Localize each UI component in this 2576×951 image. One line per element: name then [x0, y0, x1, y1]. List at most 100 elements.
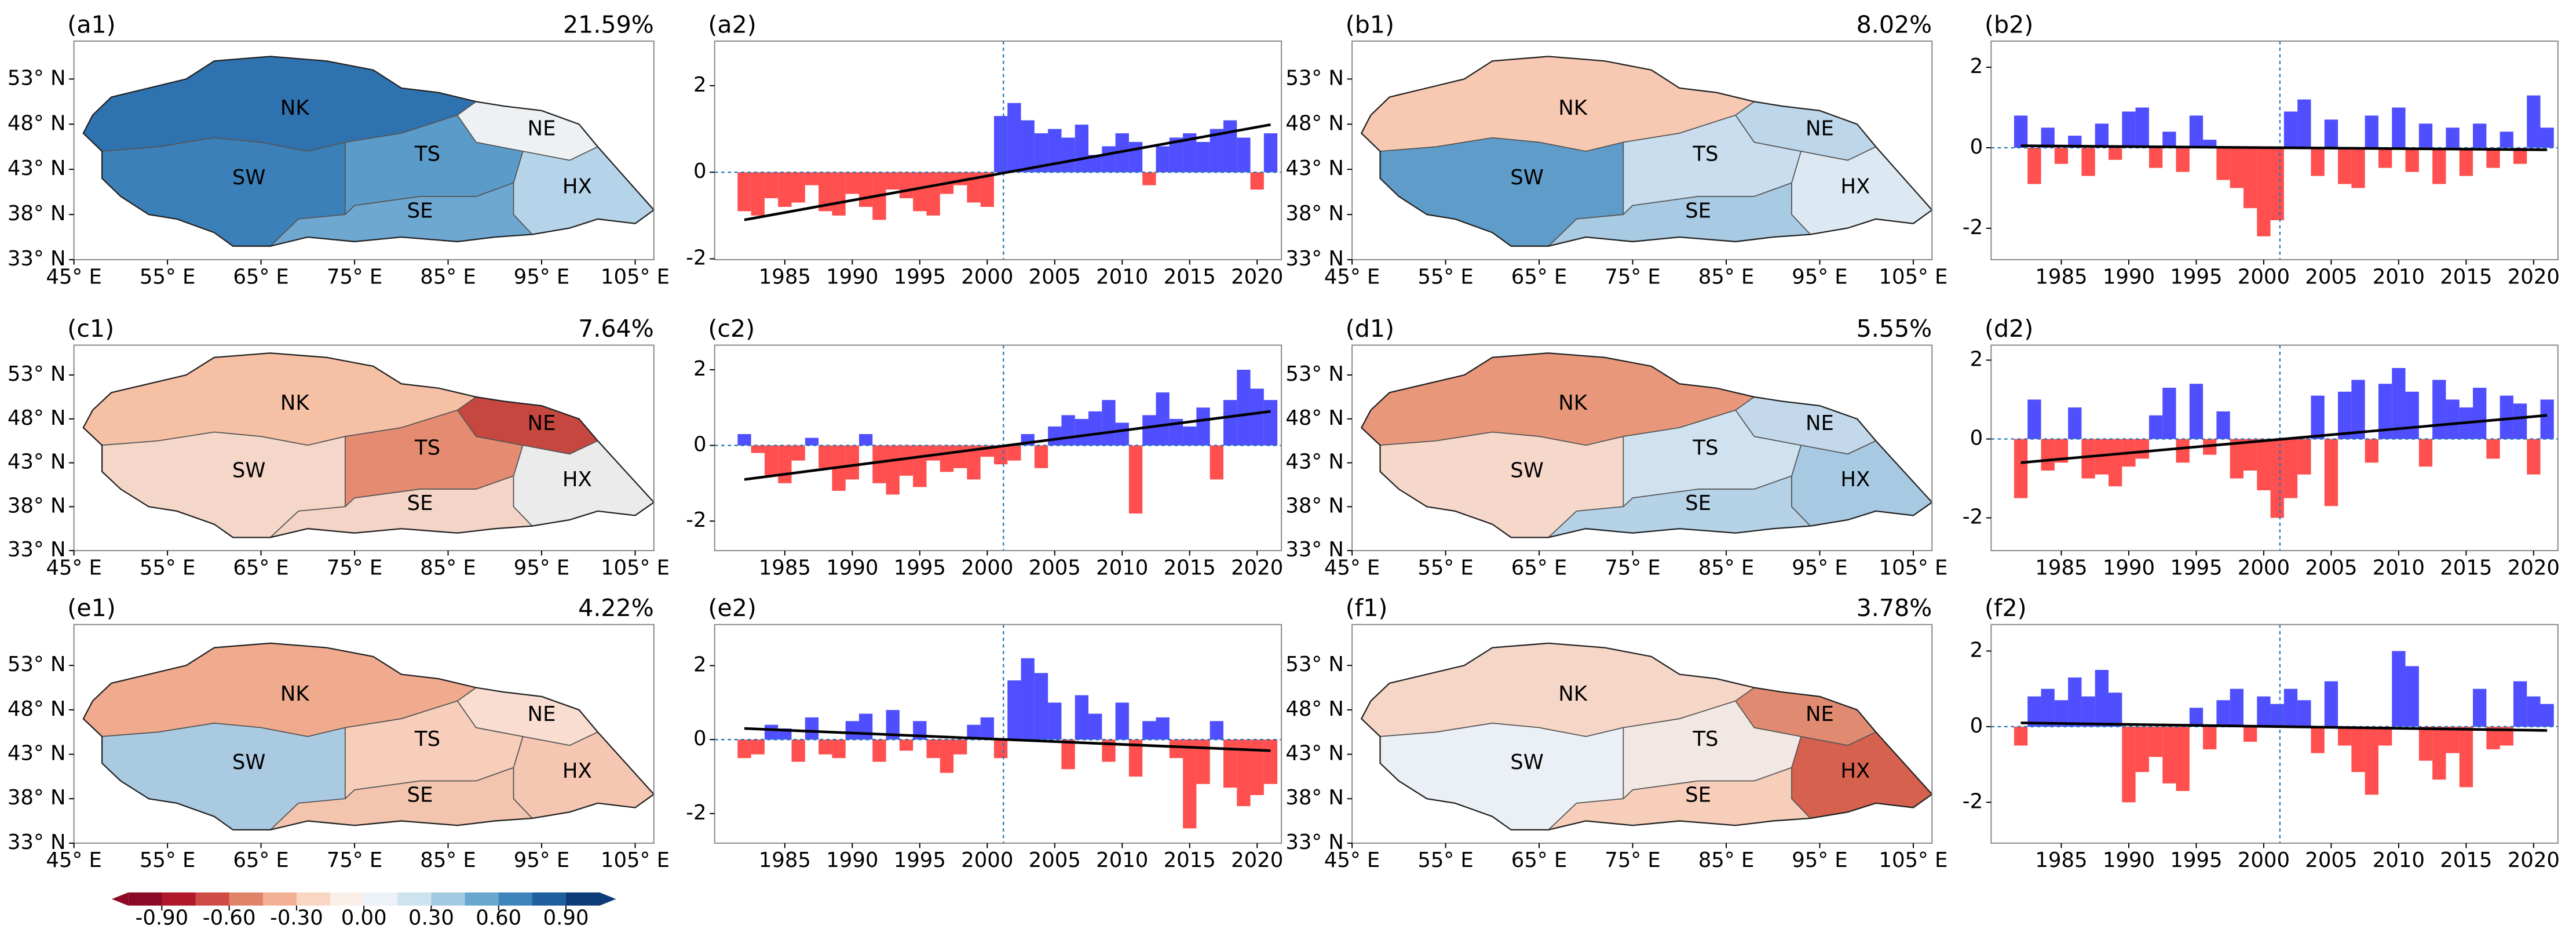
x-tick-label: 65° E [1511, 848, 1567, 872]
x-tick-label: 2000 [2238, 265, 2290, 289]
anomaly-bar [2095, 123, 2109, 148]
x-tick-label: 2015 [2440, 556, 2492, 580]
anomaly-bar [1115, 702, 1129, 740]
anomaly-bar [1183, 739, 1197, 829]
anomaly-bar [2283, 111, 2298, 148]
y-tick-label: 38° N [1285, 202, 1344, 225]
x-tick-label: 1995 [894, 265, 946, 289]
anomaly-bar [2203, 726, 2217, 750]
x-tick-label: 45° E [1324, 556, 1380, 580]
y-tick-label: 0 [1970, 427, 1983, 450]
x-tick-label: 2015 [1164, 848, 1216, 872]
x-tick-label: 85° E [420, 556, 476, 580]
anomaly-bar [1088, 411, 1102, 446]
y-tick-label: 43° N [1285, 742, 1344, 766]
panel-percent: 3.78% [1857, 594, 1932, 622]
x-tick-label: 95° E [514, 265, 569, 289]
colorbar-band [162, 892, 196, 906]
colorbar-band [431, 892, 466, 906]
panel-label: (c1) [67, 315, 114, 342]
y-tick-label: 33° N [8, 538, 66, 562]
region-label: TS [1692, 436, 1718, 460]
anomaly-bar [2054, 439, 2069, 463]
x-tick-label: 75° E [1605, 556, 1660, 580]
x-tick-label: 105° E [1879, 848, 1947, 872]
anomaly-bar [1183, 426, 1197, 446]
anomaly-bar [1075, 125, 1089, 173]
anomaly-bar [2473, 688, 2487, 727]
anomaly-bar [1210, 721, 1223, 740]
region-label: SE [1685, 199, 1711, 223]
region-label: NK [1558, 682, 1588, 706]
anomaly-bar [1128, 445, 1143, 514]
panel-label: (b2) [1985, 10, 2033, 38]
x-tick-label: 1995 [2170, 265, 2222, 289]
x-tick-label: 2005 [2305, 556, 2357, 580]
y-tick-label: 33° N [1285, 830, 1344, 854]
country-outline [82, 56, 655, 247]
anomaly-bar [2176, 439, 2190, 463]
anomaly-bar [2527, 95, 2541, 148]
x-tick-label: 2020 [1231, 848, 1283, 872]
anomaly-bar [2324, 119, 2339, 148]
anomaly-bar [1142, 172, 1156, 185]
anomaly-bar [953, 739, 967, 755]
anomaly-bar [2486, 439, 2500, 459]
anomaly-bar [832, 172, 846, 216]
y-tick-label: 48° N [8, 697, 66, 721]
anomaly-bar [1250, 388, 1264, 446]
anomaly-bar [2149, 726, 2163, 757]
x-tick-label: 55° E [1417, 848, 1473, 872]
region-label: TS [1692, 142, 1718, 166]
anomaly-bar [1048, 702, 1062, 740]
x-tick-label: 1985 [2035, 556, 2087, 580]
y-tick-label: 43° N [1285, 450, 1344, 474]
region-label: NE [528, 702, 556, 726]
anomaly-bar [2473, 388, 2487, 439]
x-tick-label: 2010 [2373, 556, 2425, 580]
x-tick-label: 2015 [1164, 265, 1216, 289]
anomaly-bar [2068, 407, 2082, 439]
anomaly-bar [1034, 133, 1048, 173]
anomaly-bar [2068, 136, 2082, 148]
x-tick-label: 2010 [1096, 556, 1148, 580]
anomaly-bar [886, 710, 900, 740]
x-tick-label: 2020 [1231, 265, 1283, 289]
trend-line [2020, 144, 2548, 151]
anomaly-bar [926, 172, 940, 216]
region-label: TS [1692, 727, 1718, 751]
region-label: TS [414, 436, 440, 460]
anomaly-bar [2135, 107, 2149, 148]
anomaly-bar [2243, 147, 2257, 209]
anomaly-bar [1169, 418, 1183, 446]
anomaly-bar [1156, 146, 1170, 173]
anomaly-bar [2014, 115, 2028, 148]
x-tick-label: 105° E [1879, 265, 1947, 289]
anomaly-bar [1156, 392, 1170, 446]
colorbar-band [296, 892, 331, 906]
country-outline [1360, 642, 1933, 831]
anomaly-bar [1048, 426, 1062, 446]
x-tick-label: 95° E [1792, 848, 1847, 872]
trend-line [2020, 722, 2548, 732]
anomaly-bar [2283, 439, 2298, 498]
colorbar-band [330, 892, 365, 906]
anomaly-bar [2392, 651, 2406, 727]
anomaly-bar [913, 172, 927, 212]
anomaly-bar [1250, 172, 1264, 190]
anomaly-bar [1128, 141, 1143, 173]
anomaly-bar [2203, 140, 2217, 148]
anomaly-bar [2446, 726, 2460, 753]
anomaly-bar [2257, 696, 2271, 727]
x-tick-label: 55° E [140, 848, 195, 872]
anomaly-bar [2095, 670, 2109, 727]
anomaly-bar [899, 445, 914, 476]
axes-frame [73, 624, 655, 844]
region-label: HX [1840, 759, 1870, 783]
anomaly-bar [980, 717, 994, 740]
anomaly-bar [2365, 726, 2378, 795]
anomaly-bar [967, 445, 981, 480]
panel-label: (f2) [1985, 594, 2027, 622]
anomaly-bar [1007, 445, 1021, 461]
panel-label: (b1) [1346, 10, 1394, 38]
